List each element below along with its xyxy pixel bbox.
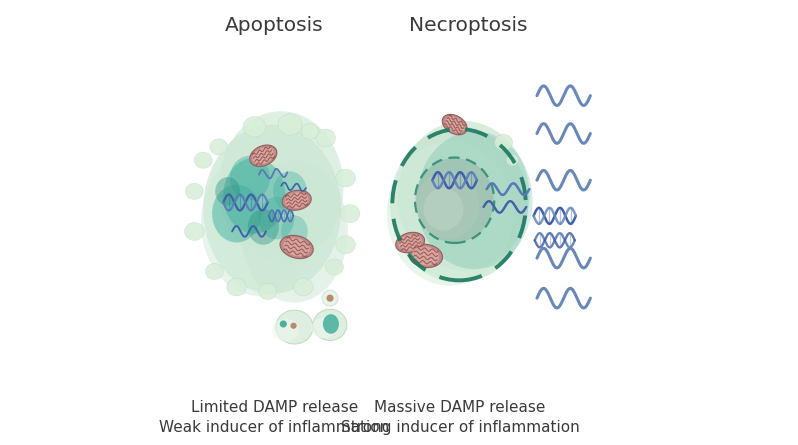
- Ellipse shape: [495, 134, 512, 150]
- Ellipse shape: [215, 177, 240, 206]
- Ellipse shape: [311, 318, 335, 338]
- Ellipse shape: [323, 314, 339, 334]
- Ellipse shape: [212, 185, 261, 243]
- Ellipse shape: [259, 283, 277, 299]
- Ellipse shape: [185, 183, 203, 199]
- Ellipse shape: [223, 158, 286, 234]
- Ellipse shape: [280, 235, 314, 259]
- Ellipse shape: [417, 171, 479, 239]
- Ellipse shape: [210, 139, 227, 155]
- Ellipse shape: [281, 215, 308, 247]
- Ellipse shape: [294, 278, 313, 296]
- Ellipse shape: [336, 236, 355, 254]
- Ellipse shape: [201, 149, 317, 296]
- Ellipse shape: [387, 142, 513, 286]
- Ellipse shape: [252, 147, 275, 164]
- Ellipse shape: [250, 145, 277, 166]
- Ellipse shape: [301, 123, 319, 139]
- Ellipse shape: [326, 295, 334, 302]
- Ellipse shape: [316, 129, 335, 147]
- Ellipse shape: [397, 121, 529, 271]
- Ellipse shape: [230, 156, 270, 200]
- Ellipse shape: [205, 263, 223, 279]
- Ellipse shape: [390, 127, 528, 283]
- Ellipse shape: [278, 114, 302, 135]
- Ellipse shape: [219, 111, 343, 263]
- Ellipse shape: [507, 155, 518, 166]
- Ellipse shape: [336, 169, 355, 187]
- Ellipse shape: [409, 244, 443, 267]
- Ellipse shape: [184, 222, 204, 240]
- Text: Weak inducer of inflammation: Weak inducer of inflammation: [160, 420, 389, 435]
- Ellipse shape: [313, 309, 347, 340]
- Ellipse shape: [241, 160, 348, 303]
- Ellipse shape: [416, 158, 494, 243]
- Ellipse shape: [417, 131, 532, 269]
- Text: Strong inducer of inflammation: Strong inducer of inflammation: [341, 420, 579, 435]
- Ellipse shape: [290, 323, 297, 329]
- Text: Apoptosis: Apoptosis: [225, 16, 324, 35]
- Text: Massive DAMP release: Massive DAMP release: [374, 400, 546, 415]
- Ellipse shape: [283, 238, 310, 256]
- Ellipse shape: [247, 209, 279, 245]
- Text: Limited DAMP release: Limited DAMP release: [191, 400, 358, 415]
- Ellipse shape: [413, 247, 439, 265]
- Ellipse shape: [285, 192, 308, 208]
- Ellipse shape: [442, 114, 467, 135]
- Ellipse shape: [326, 259, 343, 275]
- Ellipse shape: [272, 319, 299, 342]
- Ellipse shape: [340, 205, 360, 222]
- Ellipse shape: [396, 232, 425, 253]
- Ellipse shape: [322, 290, 338, 306]
- Ellipse shape: [276, 310, 313, 344]
- Ellipse shape: [203, 125, 342, 294]
- Ellipse shape: [243, 117, 266, 137]
- Ellipse shape: [424, 188, 464, 231]
- Ellipse shape: [444, 117, 464, 133]
- Ellipse shape: [282, 190, 311, 210]
- Ellipse shape: [194, 152, 212, 168]
- Ellipse shape: [398, 235, 421, 251]
- Ellipse shape: [227, 278, 247, 296]
- Ellipse shape: [273, 171, 307, 211]
- Text: Necroptosis: Necroptosis: [409, 16, 527, 35]
- Ellipse shape: [280, 320, 286, 328]
- Ellipse shape: [259, 197, 294, 239]
